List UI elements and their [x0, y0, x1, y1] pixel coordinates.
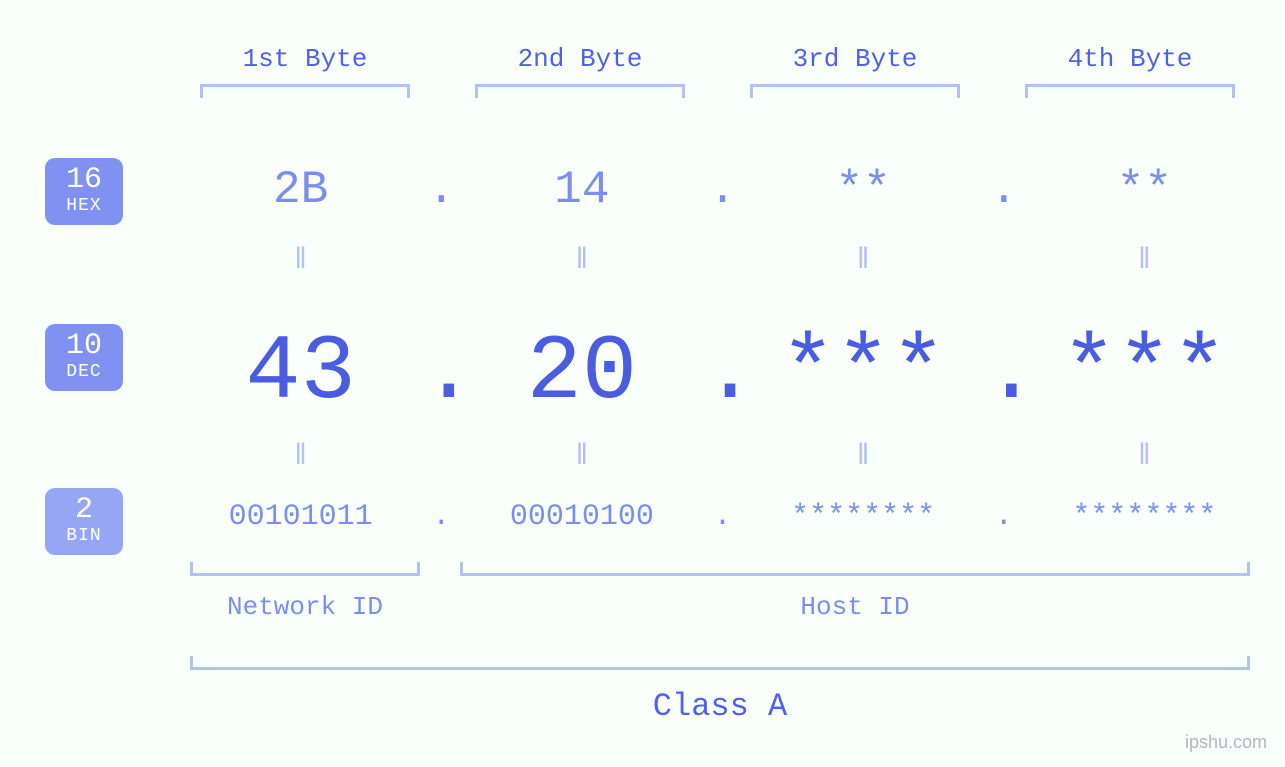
dec-dot-2: .: [703, 320, 743, 425]
hex-row: 2B . 14 . ** . **: [180, 164, 1265, 216]
hex-byte-4: **: [1024, 164, 1265, 216]
ip-diagram: 1st Byte 2nd Byte 3rd Byte 4th Byte 16 H…: [0, 0, 1285, 767]
bin-dot-1: .: [421, 500, 461, 534]
dec-badge-num: 10: [45, 330, 123, 363]
equals-row-hex-dec: ǁ ǁ ǁ ǁ: [180, 244, 1265, 278]
bin-badge-num: 2: [45, 494, 123, 527]
bin-row: 00101011 . 00010100 . ******** . *******…: [180, 500, 1265, 534]
host-id-label: Host ID: [460, 592, 1250, 622]
dec-badge-label: DEC: [45, 363, 123, 383]
dec-byte-2: 20: [461, 320, 702, 425]
host-id-bracket: [460, 562, 1250, 576]
bin-byte-1: 00101011: [180, 500, 421, 534]
hex-badge: 16 HEX: [45, 158, 123, 225]
hex-byte-1: 2B: [180, 164, 421, 216]
bin-badge-label: BIN: [45, 527, 123, 547]
byte-header-1: 1st Byte: [185, 44, 425, 74]
byte-header-3: 3rd Byte: [735, 44, 975, 74]
eq-2-2: ǁ: [461, 440, 702, 474]
dec-byte-1: 43: [180, 320, 421, 425]
hex-dot-2: .: [703, 164, 743, 216]
bin-byte-2: 00010100: [461, 500, 702, 534]
byte-header-2: 2nd Byte: [460, 44, 700, 74]
byte-header-4: 4th Byte: [1010, 44, 1250, 74]
class-label: Class A: [190, 688, 1250, 725]
top-bracket-3: [750, 84, 960, 98]
eq-2-4: ǁ: [1024, 440, 1265, 474]
dec-badge: 10 DEC: [45, 324, 123, 391]
top-bracket-4: [1025, 84, 1235, 98]
dec-dot-3: .: [984, 320, 1024, 425]
hex-byte-3: **: [743, 164, 984, 216]
eq-1-2: ǁ: [461, 244, 702, 278]
class-bracket: [190, 656, 1250, 670]
dec-byte-4: ***: [1024, 320, 1265, 425]
hex-dot-3: .: [984, 164, 1024, 216]
top-bracket-2: [475, 84, 685, 98]
bin-byte-4: ********: [1024, 500, 1265, 534]
hex-dot-1: .: [421, 164, 461, 216]
network-id-label: Network ID: [190, 592, 420, 622]
watermark: ipshu.com: [1185, 732, 1267, 753]
eq-1-4: ǁ: [1024, 244, 1265, 278]
dec-dot-1: .: [421, 320, 461, 425]
eq-2-3: ǁ: [743, 440, 984, 474]
bin-badge: 2 BIN: [45, 488, 123, 555]
network-id-bracket: [190, 562, 420, 576]
dec-byte-3: ***: [743, 320, 984, 425]
bin-dot-3: .: [984, 500, 1024, 534]
eq-1-3: ǁ: [743, 244, 984, 278]
eq-2-1: ǁ: [180, 440, 421, 474]
hex-byte-2: 14: [461, 164, 702, 216]
top-bracket-1: [200, 84, 410, 98]
hex-badge-label: HEX: [45, 197, 123, 217]
bin-dot-2: .: [703, 500, 743, 534]
dec-row: 43 . 20 . *** . ***: [180, 320, 1265, 425]
eq-1-1: ǁ: [180, 244, 421, 278]
hex-badge-num: 16: [45, 164, 123, 197]
bin-byte-3: ********: [743, 500, 984, 534]
equals-row-dec-bin: ǁ ǁ ǁ ǁ: [180, 440, 1265, 474]
